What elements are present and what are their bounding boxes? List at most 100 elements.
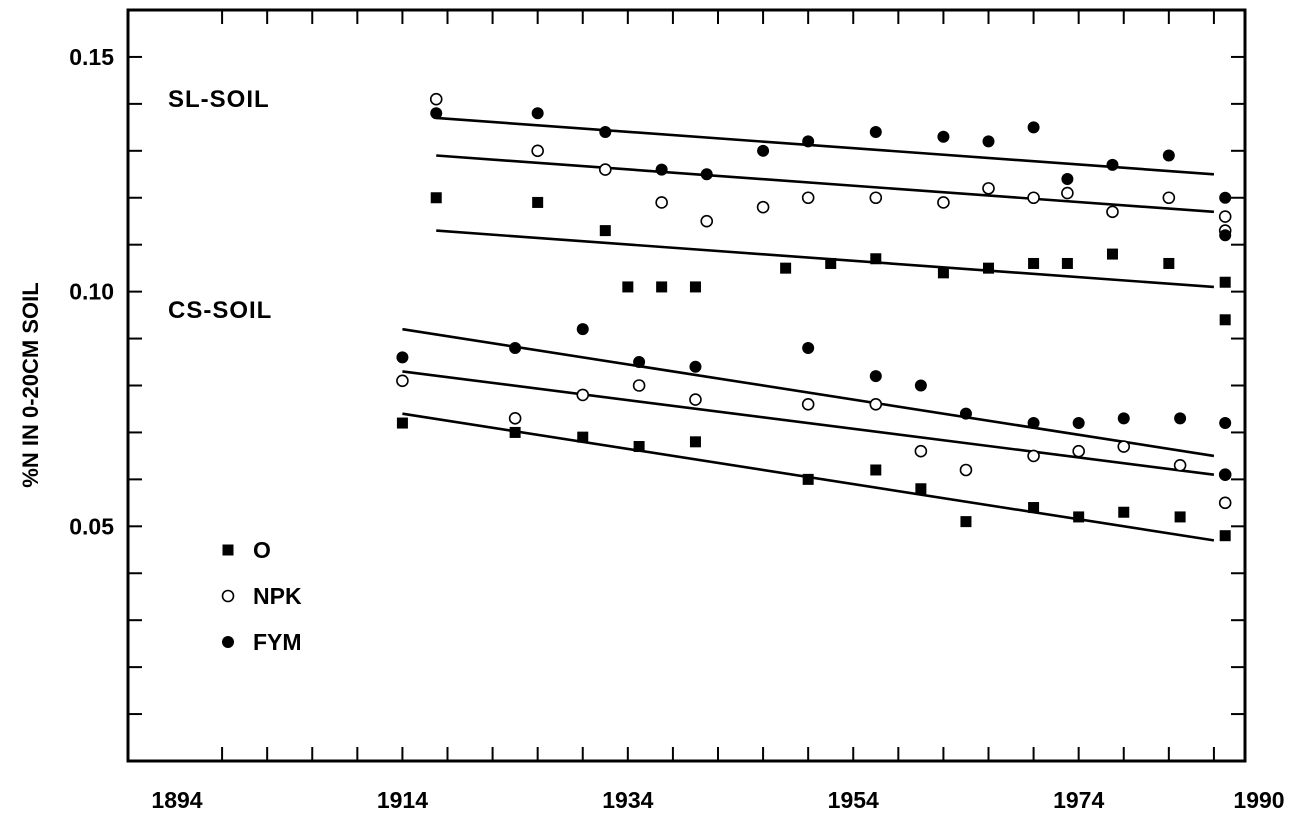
y-axis-label: %N IN 0-20CM SOIL [18, 282, 43, 487]
point-npk [1173, 458, 1187, 472]
point-fym [599, 126, 612, 139]
x-tick-label: 1894 [151, 787, 202, 813]
point-fym [757, 144, 770, 157]
point-o [1061, 257, 1073, 269]
point-fym [914, 379, 927, 392]
point-o [870, 464, 882, 476]
point-fym [869, 370, 882, 383]
point-npk [1072, 444, 1085, 458]
point-npk [1162, 191, 1176, 205]
point-npk [598, 163, 612, 176]
point-extra [1219, 468, 1232, 481]
point-o [1219, 276, 1231, 288]
y-tick-label: 0.05 [69, 513, 114, 539]
x-tick-label: 1914 [377, 787, 428, 813]
point-o [1073, 511, 1085, 523]
x-tick-label: 1954 [828, 787, 879, 813]
point-fym [982, 135, 995, 148]
group-labels: SL-SOIL CS-SOIL [168, 86, 272, 324]
point-npk [914, 444, 928, 458]
point-o [1219, 530, 1231, 542]
point-npk [689, 393, 702, 406]
point-npk [1106, 205, 1119, 219]
point-extra [1219, 229, 1232, 242]
point-fym [700, 168, 713, 181]
x-tick-label: 1974 [1053, 787, 1104, 813]
point-npk [1117, 440, 1131, 453]
point-o [656, 281, 668, 293]
point-npk [937, 196, 950, 209]
point-o [577, 431, 589, 443]
point-o [689, 436, 701, 448]
point-npk [396, 374, 409, 388]
point-fym [1219, 191, 1232, 204]
point-npk [869, 191, 883, 205]
point-npk [508, 412, 522, 425]
point-fym [1117, 412, 1130, 425]
trend-line-fym [436, 116, 1215, 176]
trend-line-o [436, 229, 1215, 289]
point-o [983, 262, 994, 274]
point-fym [1027, 121, 1040, 134]
point-o [1028, 502, 1040, 514]
point-fym [531, 107, 544, 120]
point-extra [1219, 314, 1231, 326]
point-fym [1162, 149, 1175, 162]
point-o [532, 196, 544, 208]
trend-line-npk [402, 370, 1215, 476]
point-fym [1106, 158, 1119, 171]
point-npk [576, 388, 590, 402]
point-npk [801, 397, 815, 411]
legend-marker-o [222, 544, 234, 556]
point-fym [937, 130, 950, 143]
point-npk [429, 92, 443, 106]
x-axis-ticks: 1894 1914 1934 1954 1974 1990 [151, 10, 1285, 813]
point-fym [1061, 172, 1074, 185]
x-tick-label: 1990 [1233, 787, 1284, 813]
point-npk [700, 214, 714, 228]
point-fym [802, 341, 815, 354]
point-fym [1219, 417, 1232, 430]
point-o [396, 417, 408, 429]
point-o [1163, 257, 1175, 269]
point-o [915, 483, 927, 495]
point-fym [1027, 417, 1040, 430]
trend-line-npk [436, 154, 1215, 214]
x-tick-label: 1934 [602, 787, 653, 813]
point-npk [1027, 449, 1040, 463]
point-npk [756, 200, 770, 214]
point-o [509, 426, 521, 438]
data-points [396, 92, 1232, 542]
point-fym [959, 407, 972, 420]
point-o [825, 257, 837, 269]
point-npk [869, 397, 883, 411]
point-fym [633, 356, 646, 369]
point-o [1118, 506, 1130, 518]
point-npk [531, 144, 544, 158]
trend-line-fym [402, 327, 1215, 458]
legend-label-o: O [253, 537, 271, 563]
group-label-1: CS-SOIL [168, 297, 272, 324]
point-fym [396, 351, 409, 364]
point-o [960, 516, 972, 528]
point-fym [689, 360, 702, 373]
legend-marker-fym [222, 636, 234, 648]
point-npk [982, 182, 995, 195]
y-tick-label: 0.10 [69, 279, 114, 305]
point-fym [869, 126, 882, 139]
point-fym [1174, 412, 1187, 425]
point-npk [1027, 191, 1040, 205]
point-o [599, 225, 611, 237]
point-o [622, 281, 634, 293]
point-o [1106, 248, 1118, 260]
point-fym [430, 107, 443, 120]
point-npk [1061, 186, 1074, 200]
legend: O NPK FYM [221, 537, 302, 655]
point-o [1174, 511, 1186, 523]
point-npk [655, 196, 668, 209]
point-npk [1218, 210, 1232, 223]
point-npk [959, 463, 973, 477]
point-o [937, 267, 949, 279]
point-o [430, 192, 442, 204]
